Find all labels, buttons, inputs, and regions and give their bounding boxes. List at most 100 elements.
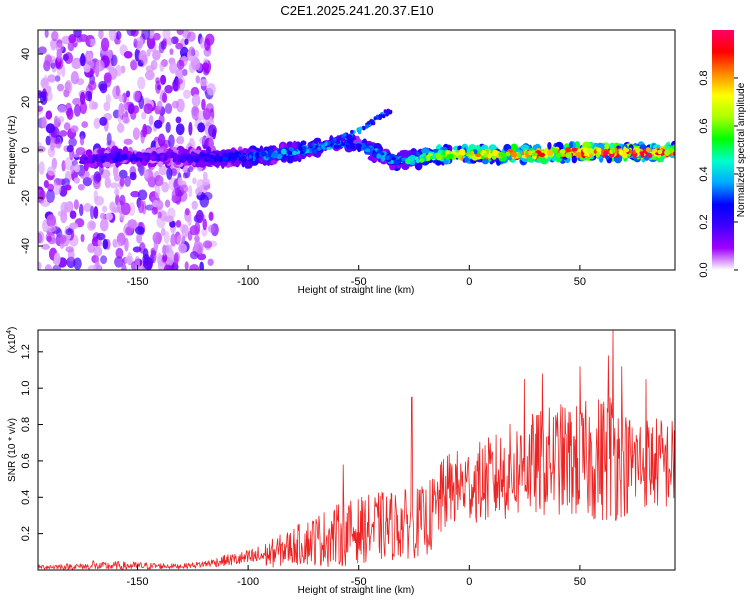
noise-cell: [125, 90, 131, 98]
noise-cell: [68, 137, 77, 147]
noise-cell: [162, 92, 168, 104]
noise-cell: [56, 83, 65, 92]
noise-cell: [73, 30, 82, 38]
ridge-core-cell: [405, 158, 411, 165]
noise-cell: [186, 31, 196, 42]
noise-cell: [203, 192, 213, 201]
branch-cell: [324, 142, 328, 147]
noise-cell: [195, 75, 201, 84]
noise-cell: [109, 182, 120, 189]
snr-series-line: [38, 330, 675, 570]
noise-cell: [109, 201, 116, 212]
noise-cell: [87, 264, 98, 270]
noise-cell: [110, 54, 118, 67]
spectrogram-xtick-label: -100: [237, 276, 259, 288]
noise-cell: [119, 177, 125, 187]
ridge-core-cell: [230, 154, 238, 161]
noise-cell: [177, 177, 183, 186]
noise-cell: [115, 247, 124, 259]
noise-cell: [129, 171, 137, 181]
noise-cell: [52, 264, 62, 270]
noise-cell: [104, 176, 111, 189]
noise-cell: [99, 218, 109, 232]
ridge-core-cell: [114, 157, 119, 163]
noise-cell: [125, 226, 133, 236]
noise-cell: [70, 71, 79, 85]
noise-cell: [101, 205, 108, 213]
noise-cell: [47, 225, 56, 233]
ridge-core-cell: [172, 157, 177, 163]
ridge-core-cell: [635, 147, 641, 154]
noise-cell: [102, 238, 109, 250]
noise-cell: [38, 46, 47, 55]
noise-cell: [135, 37, 144, 51]
ridge-core-cell: [565, 147, 571, 154]
noise-cell: [88, 38, 97, 47]
noise-cell: [83, 64, 91, 73]
ridge-core-cell: [163, 154, 168, 161]
noise-cell: [195, 209, 204, 224]
noise-cell: [118, 94, 124, 103]
noise-cell: [113, 174, 121, 182]
noise-cell: [138, 162, 145, 177]
ridge-cell: [613, 154, 623, 164]
spectrogram-ytick-label: 20: [20, 96, 32, 108]
noise-cell: [61, 64, 66, 77]
noise-cell: [60, 210, 68, 224]
noise-cell: [137, 200, 145, 214]
noise-cell: [112, 85, 121, 100]
colorbar-label: Normalized spectral amplitude: [736, 82, 747, 217]
noise-cell: [85, 90, 92, 102]
noise-cell: [160, 74, 167, 86]
noise-cell: [126, 30, 137, 37]
noise-cell: [175, 220, 182, 228]
branch-cell: [342, 132, 347, 137]
branch-cell: [313, 149, 317, 154]
noise-cell: [173, 252, 179, 267]
branch-cell: [388, 110, 393, 115]
noise-cell: [43, 74, 48, 87]
noise-cell: [73, 199, 79, 210]
noise-cell: [127, 251, 133, 264]
noise-cell: [148, 115, 154, 126]
ridge-core-cell: [221, 156, 229, 161]
ridge-core-cell: [565, 152, 572, 159]
noise-cell: [79, 135, 85, 146]
ridge-core-cell: [596, 147, 602, 153]
noise-cell: [165, 256, 174, 267]
noise-cell: [163, 231, 170, 244]
ridge-core-cell: [292, 150, 298, 156]
noise-cell: [176, 98, 185, 113]
noise-cell: [44, 264, 52, 270]
snr-axes: -150 -100 -50 0 50 0.2 0.4 0.6 0.8 1.0 1.2: [20, 344, 586, 588]
noise-cell: [46, 90, 53, 102]
branch-cell: [327, 140, 331, 145]
noise-cell: [136, 233, 143, 244]
noise-cell: [127, 219, 138, 229]
noise-cell: [179, 184, 189, 194]
ridge-core-cell: [595, 151, 600, 158]
ridge-core-cell: [571, 147, 578, 152]
noise-cell: [175, 68, 184, 80]
noise-cell: [152, 199, 159, 208]
ridge-core-cell: [165, 152, 171, 157]
snr-ytick-label: 1.0: [20, 381, 32, 396]
noise-cell: [132, 246, 142, 253]
noise-cell: [158, 165, 168, 176]
ridge-cell: [292, 140, 297, 151]
noise-cell: [115, 30, 122, 40]
snr-ytick-label: 0.6: [20, 453, 32, 468]
ridge-core-cell: [376, 153, 382, 159]
ridge-cell: [292, 156, 299, 162]
noise-cell: [208, 136, 214, 151]
ridge-core-cell: [559, 148, 566, 155]
noise-cell: [65, 184, 72, 191]
noise-cell: [202, 218, 208, 231]
noise-cell: [171, 168, 178, 177]
ridge-cell: [547, 142, 552, 150]
ridge-core-cell: [271, 152, 278, 159]
snr-ytick-label: 0.8: [20, 417, 32, 432]
ridge-core-cell: [93, 154, 99, 161]
noise-cell: [137, 189, 148, 201]
branch-cell: [366, 121, 371, 126]
